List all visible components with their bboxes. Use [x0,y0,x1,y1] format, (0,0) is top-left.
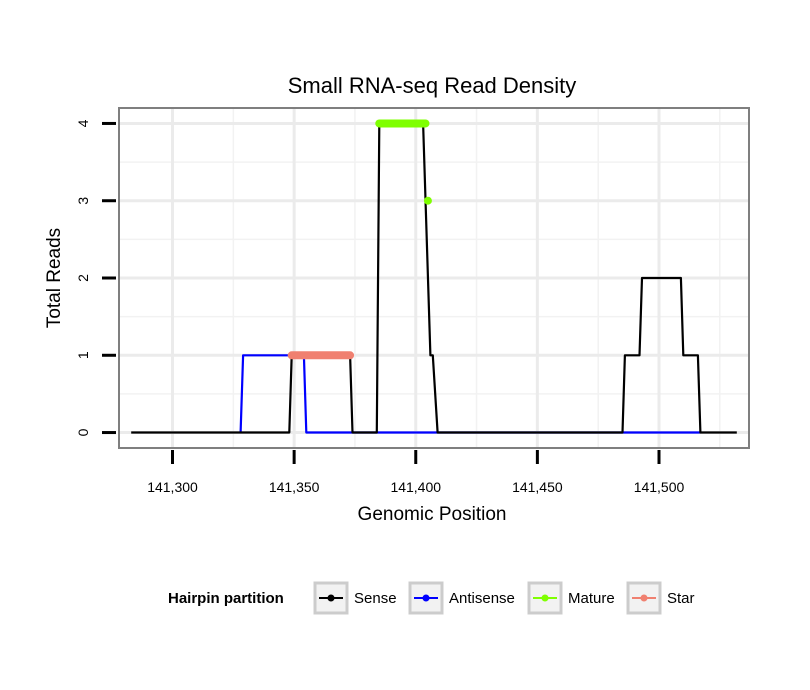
series-line-sense [131,122,737,434]
plot-border [118,107,750,449]
legend: Hairpin partition Sense Antisense Mature St… [168,581,695,615]
legend-key-dot-star [640,594,648,602]
legend-key-dot-sense [327,594,335,602]
y-tick-label-4: 4 [75,119,91,127]
legend-label-mature: Mature [568,590,615,607]
legend-label-sense: Sense [354,590,397,607]
y-tick-label-0: 0 [75,428,91,436]
series-point-mature-0 [423,196,432,205]
x-tick-label-1: 141,350 [269,479,320,495]
x-tick-label-4: 141,500 [634,479,685,495]
y-tick-label-2: 2 [75,274,91,282]
series-layer [131,119,737,434]
x-axis: 141,300 141,350 141,400 141,450 141,500 [147,450,685,495]
y-axis: 0 1 2 3 4 [75,119,116,436]
x-tick-label-3: 141,450 [512,479,563,495]
y-tick-label-3: 3 [75,197,91,205]
x-axis-title: Genomic Position [358,504,507,525]
x-tick-label-2: 141,400 [390,479,441,495]
legend-label-star: Star [667,590,695,607]
legend-key-dot-mature [541,594,549,602]
legend-label-antisense: Antisense [449,590,515,607]
chart-title: Small RNA-seq Read Density [288,73,577,98]
legend-key-dot-antisense [422,594,430,602]
y-tick-label-1: 1 [75,351,91,359]
y-axis-title: Total Reads [44,228,65,328]
legend-title: Hairpin partition [168,590,284,607]
x-tick-label-0: 141,300 [147,479,198,495]
